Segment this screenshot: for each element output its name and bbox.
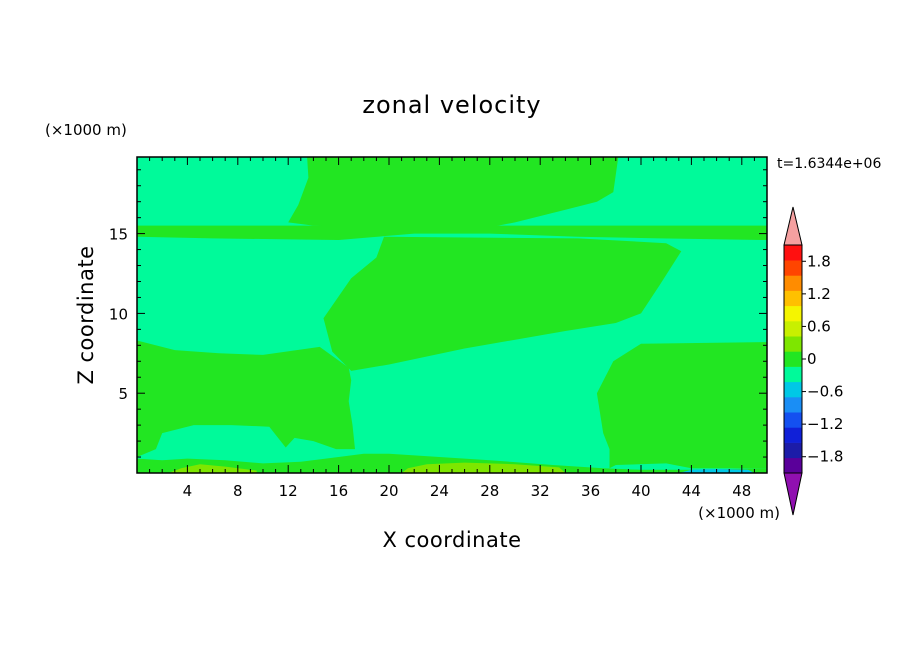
colorbar-tick-label: −1.8 [807, 448, 843, 466]
colorbar-tick-label: 1.8 [807, 252, 831, 270]
colorbar-tick-label: −0.6 [807, 383, 843, 401]
colorbar-swatch [784, 321, 802, 337]
x-tick-label: 28 [480, 482, 499, 500]
x-axis-unit: (×1000 m) [698, 504, 780, 522]
colorbar-swatch [784, 366, 802, 383]
colorbar-swatch [784, 351, 802, 367]
colorbar-under-arrow [783, 472, 803, 516]
x-tick-label: 16 [329, 482, 348, 500]
y-axis-title: Z coordinate [74, 245, 98, 384]
contour-field [137, 157, 767, 473]
colorbar-tick-label: 0 [807, 350, 817, 368]
colorbar: 1.8 1.2 0.6 0 −0.6 −1.2 −1.8 [783, 206, 843, 516]
x-tick-label: 32 [531, 482, 550, 500]
x-tick-label: 24 [430, 482, 449, 500]
region-surface-light-strip-center [401, 462, 566, 473]
colorbar-swatch [784, 336, 802, 352]
colorbar-swatch [784, 427, 802, 443]
colorbar-swatch [784, 442, 802, 459]
y-axis-unit: (×1000 m) [45, 121, 127, 139]
region-right-lower-positive [596, 342, 767, 469]
colorbar-swatch [784, 457, 802, 474]
colorbar-swatch [784, 245, 802, 261]
colorbar-tick-label: −1.2 [807, 415, 843, 433]
x-tick-label: 36 [581, 482, 600, 500]
y-tick-label: 15 [109, 226, 128, 244]
colorbar-swatch [784, 397, 802, 413]
region-left-lower-positive [137, 340, 355, 457]
x-tick-label: 4 [183, 482, 193, 500]
region-surface-light-strip-left [168, 464, 257, 473]
x-tick-label: 12 [279, 482, 298, 500]
colorbar-swatch [784, 412, 802, 428]
colorbar-tick-label: 0.6 [807, 317, 831, 335]
region-upper-left-positive [288, 157, 619, 229]
x-tick-label: 20 [379, 482, 398, 500]
x-tick-label: 48 [732, 482, 751, 500]
x-tick-label: 44 [682, 482, 701, 500]
chart-title: zonal velocity [362, 91, 541, 119]
colorbar-swatch [784, 305, 802, 322]
region-central-diagonal-positive [323, 236, 682, 371]
x-tick-label: 8 [233, 482, 243, 500]
time-label: t=1.6344e+06 [777, 156, 881, 172]
colorbar-swatch [784, 275, 802, 291]
colorbar-swatch [784, 260, 802, 276]
region-z15-positive-band [137, 225, 767, 240]
y-tick-label: 5 [118, 385, 128, 403]
y-tick-label: 10 [109, 305, 128, 323]
colorbar-tick-label: 1.2 [807, 285, 831, 303]
x-axis-title: X coordinate [382, 528, 521, 552]
colorbar-swatch [784, 381, 802, 398]
colorbar-over-arrow [783, 206, 803, 246]
contour-regions [137, 157, 767, 473]
colorbar-swatch [784, 290, 802, 307]
x-tick-label: 40 [631, 482, 650, 500]
